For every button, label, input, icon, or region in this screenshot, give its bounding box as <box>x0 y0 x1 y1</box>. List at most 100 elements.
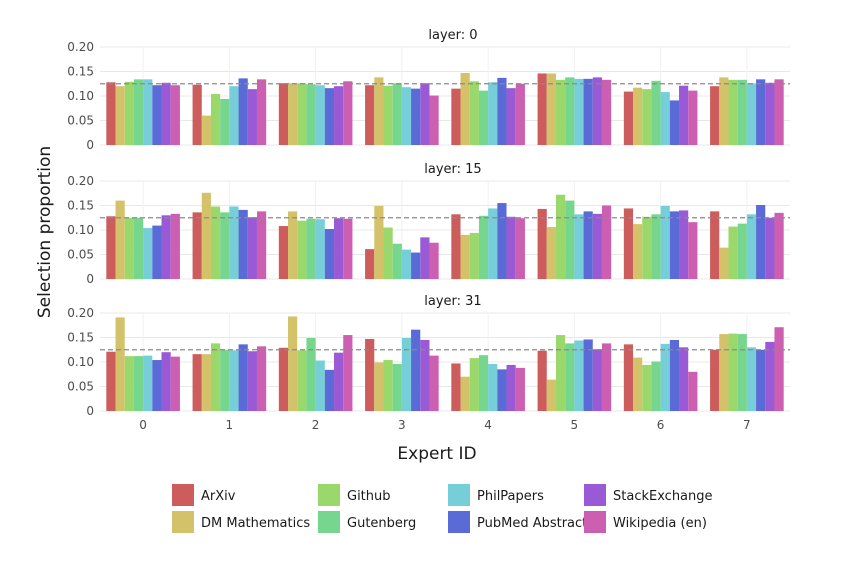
x-axis-title: Expert ID <box>397 444 476 464</box>
bar-wikipedia-en-expert-1 <box>256 79 267 145</box>
y-tick-label: 0.20 <box>67 174 94 188</box>
bar-stackexchange-expert-1 <box>247 89 257 145</box>
legend-swatch <box>318 484 340 506</box>
panel-2: 0 0.05 0.10 0.15 0.20 layer: 31 <box>67 294 790 418</box>
bar-github-expert-4 <box>469 81 479 145</box>
bar-arxiv-expert-0 <box>106 82 116 145</box>
bar-dm-mathematics-expert-1 <box>201 115 211 145</box>
bar-pubmed-abstracts-expert-5 <box>583 211 593 279</box>
bar-wikipedia-en-expert-3 <box>429 355 439 411</box>
bar-philpapers-expert-5 <box>574 214 584 279</box>
bar-pubmed-abstracts-expert-0 <box>152 225 162 279</box>
bar-pubmed-abstracts-expert-5 <box>583 339 593 411</box>
bar-github-expert-6 <box>642 89 652 145</box>
bar-stackexchange-expert-0 <box>161 352 171 411</box>
bar-philpapers-expert-2 <box>315 219 325 279</box>
bar-github-expert-4 <box>469 358 479 411</box>
bar-pubmed-abstracts-expert-7 <box>756 205 766 279</box>
bar-stackexchange-expert-6 <box>679 210 689 279</box>
bar-dm-mathematics-expert-3 <box>374 205 384 279</box>
bar-stackexchange-expert-5 <box>592 349 602 411</box>
bar-wikipedia-en-expert-4 <box>515 367 525 411</box>
bar-gutenberg-expert-5 <box>565 77 575 145</box>
bar-stackexchange-expert-4 <box>506 364 516 411</box>
bar-pubmed-abstracts-expert-3 <box>411 88 421 145</box>
legend-swatch <box>584 511 606 533</box>
legend-label: Github <box>347 489 391 504</box>
bar-arxiv-expert-3 <box>365 249 375 279</box>
y-tick-label: 0 <box>86 138 94 152</box>
legend-item-stackexchange: StackExchange <box>584 484 713 506</box>
bar-philpapers-expert-7 <box>746 83 757 145</box>
bar-wikipedia-en-expert-2 <box>343 81 353 145</box>
bar-stackexchange-expert-7 <box>765 341 775 411</box>
legend-swatch <box>318 511 340 533</box>
bar-stackexchange-expert-7 <box>765 217 775 279</box>
bar-arxiv-expert-1 <box>192 84 202 145</box>
bar-stackexchange-expert-2 <box>334 352 344 411</box>
bar-dm-mathematics-expert-0 <box>115 317 125 411</box>
bar-wikipedia-en-expert-3 <box>429 95 439 145</box>
bar-arxiv-expert-6 <box>623 344 634 411</box>
legend-label: PubMed Abstracts <box>477 516 594 531</box>
bar-github-expert-2 <box>297 83 307 145</box>
bar-dm-mathematics-expert-3 <box>374 77 384 145</box>
bar-wikipedia-en-expert-3 <box>429 242 439 279</box>
bar-philpapers-expert-0 <box>143 228 153 279</box>
x-tick-label: 4 <box>484 418 492 432</box>
bar-philpapers-expert-0 <box>143 79 153 145</box>
bar-github-expert-6 <box>642 216 652 279</box>
bar-wikipedia-en-expert-4 <box>515 218 525 279</box>
bar-gutenberg-expert-4 <box>478 90 489 145</box>
bar-dm-mathematics-expert-3 <box>374 362 384 411</box>
y-axis-title: Selection proportion <box>35 146 55 318</box>
bar-wikipedia-en-expert-0 <box>170 356 180 411</box>
bar-pubmed-abstracts-expert-7 <box>756 79 766 145</box>
legend-label: Wikipedia (en) <box>613 516 707 531</box>
legend-label: PhilPapers <box>477 489 544 504</box>
bar-philpapers-expert-3 <box>401 87 412 145</box>
bar-github-expert-1 <box>210 94 221 145</box>
bar-pubmed-abstracts-expert-4 <box>497 369 507 411</box>
bar-github-expert-5 <box>555 79 566 145</box>
bar-gutenberg-expert-3 <box>392 363 402 411</box>
bar-dm-mathematics-expert-4 <box>460 72 470 145</box>
bar-stackexchange-expert-4 <box>506 216 516 279</box>
bar-dm-mathematics-expert-2 <box>288 211 298 279</box>
bar-gutenberg-expert-2 <box>306 218 316 279</box>
bar-stackexchange-expert-7 <box>765 82 775 145</box>
bar-github-expert-0 <box>124 356 134 411</box>
panel-1: 0 0.05 0.10 0.15 0.20 layer: 15 <box>67 162 790 286</box>
bar-wikipedia-en-expert-0 <box>170 213 180 279</box>
bar-github-expert-4 <box>469 232 479 279</box>
bar-dm-mathematics-expert-5 <box>546 379 556 411</box>
bar-arxiv-expert-7 <box>710 86 720 145</box>
bar-gutenberg-expert-6 <box>651 214 661 279</box>
bar-arxiv-expert-6 <box>623 91 634 145</box>
bar-stackexchange-expert-5 <box>592 77 602 145</box>
legend-item-wikipedia-en: Wikipedia (en) <box>584 511 707 533</box>
bar-stackexchange-expert-2 <box>334 218 344 279</box>
bar-philpapers-expert-5 <box>574 340 584 411</box>
bar-dm-mathematics-expert-1 <box>201 354 211 411</box>
panel-title: layer: 31 <box>424 294 481 309</box>
bar-wikipedia-en-expert-0 <box>170 85 180 145</box>
bar-stackexchange-expert-0 <box>161 215 171 279</box>
bar-github-expert-1 <box>210 343 221 411</box>
bar-philpapers-expert-0 <box>143 355 153 411</box>
legend-item-arxiv: ArXiv <box>172 484 236 506</box>
bar-dm-mathematics-expert-7 <box>719 77 729 145</box>
bar-pubmed-abstracts-expert-6 <box>669 100 680 145</box>
bar-github-expert-7 <box>728 79 738 145</box>
bar-arxiv-expert-2 <box>278 83 289 145</box>
bar-arxiv-expert-6 <box>623 208 634 279</box>
bar-arxiv-expert-0 <box>106 351 116 411</box>
bar-gutenberg-expert-6 <box>651 80 661 145</box>
bar-stackexchange-expert-1 <box>247 351 257 411</box>
x-axis-ticks: 0 1 2 3 4 5 6 7 <box>139 418 750 432</box>
bar-gutenberg-expert-7 <box>737 334 747 411</box>
bar-arxiv-expert-7 <box>710 349 720 411</box>
bar-pubmed-abstracts-expert-4 <box>497 77 507 145</box>
bar-wikipedia-en-expert-2 <box>343 335 353 411</box>
legend-label: ArXiv <box>201 489 236 504</box>
